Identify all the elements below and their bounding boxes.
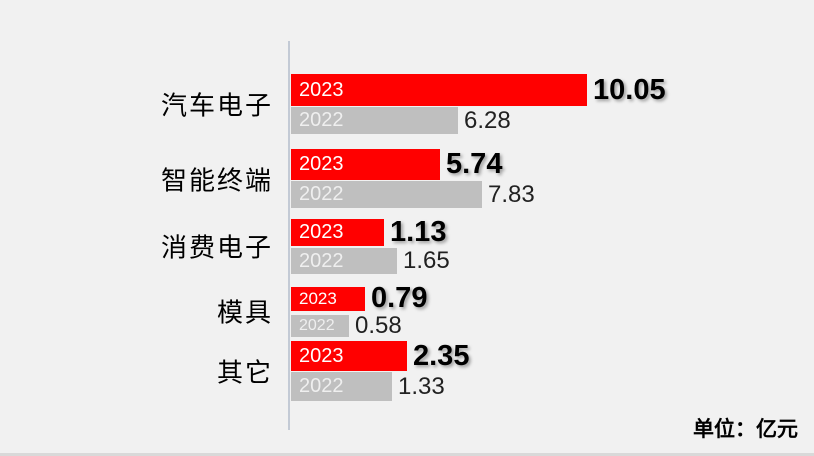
bar-group: 消费电子 2023 1.13 2022 1.65 bbox=[161, 216, 811, 274]
bar-group: 智能终端 2023 5.74 2022 7.83 bbox=[161, 148, 811, 208]
value-label-2023: 5.74 bbox=[446, 148, 503, 180]
year-label-2022: 2022 bbox=[299, 109, 344, 131]
bar-2023: 2023 bbox=[291, 341, 407, 371]
category-label: 消费电子 bbox=[160, 232, 273, 263]
year-label-2022: 2022 bbox=[299, 249, 344, 272]
value-label-2023: 1.13 bbox=[390, 216, 447, 248]
year-label-2022: 2022 bbox=[299, 317, 335, 334]
category-label: 模具 bbox=[216, 297, 273, 328]
year-label-2022: 2022 bbox=[299, 183, 344, 205]
year-label-2023: 2023 bbox=[299, 221, 344, 243]
bar-2023: 2023 bbox=[291, 219, 384, 246]
bar-2023: 2023 bbox=[291, 74, 587, 106]
bar-2022: 2022 bbox=[291, 181, 482, 208]
value-label-2022: 7.83 bbox=[488, 180, 535, 208]
value-label-2023: 0.79 bbox=[371, 282, 428, 314]
bar-2022: 2022 bbox=[291, 315, 349, 337]
year-label-2023: 2023 bbox=[299, 78, 344, 101]
value-label-2023: 2.35 bbox=[413, 339, 470, 372]
bar-2022: 2022 bbox=[291, 372, 392, 401]
year-label-2022: 2022 bbox=[299, 375, 344, 397]
category-label: 其它 bbox=[216, 357, 273, 388]
bar-group: 汽车电子 2023 10.05 2022 6.28 bbox=[161, 73, 811, 134]
bar-2023: 2023 bbox=[291, 149, 440, 180]
bar-2023: 2023 bbox=[291, 286, 365, 311]
value-label-2022: 1.65 bbox=[403, 247, 450, 274]
bar-2022: 2022 bbox=[291, 107, 458, 134]
year-label-2023: 2023 bbox=[299, 153, 344, 175]
value-label-2022: 1.33 bbox=[398, 372, 445, 400]
axis-line bbox=[288, 41, 290, 430]
bar-group: 其它 2023 2.35 2022 1.33 bbox=[217, 339, 811, 401]
value-label-2022: 0.58 bbox=[355, 312, 402, 339]
value-label-2022: 6.28 bbox=[464, 106, 511, 134]
unit-label: 单位：亿元 bbox=[693, 418, 798, 441]
bar-2022: 2022 bbox=[291, 248, 397, 274]
category-label: 汽车电子 bbox=[160, 90, 273, 121]
value-label-2023: 10.05 bbox=[593, 73, 666, 106]
category-label: 智能终端 bbox=[160, 165, 273, 195]
bar-group: 模具 2023 0.79 2022 0.58 bbox=[217, 282, 811, 339]
year-label-2023: 2023 bbox=[299, 344, 344, 367]
year-label-2023: 2023 bbox=[299, 288, 337, 308]
